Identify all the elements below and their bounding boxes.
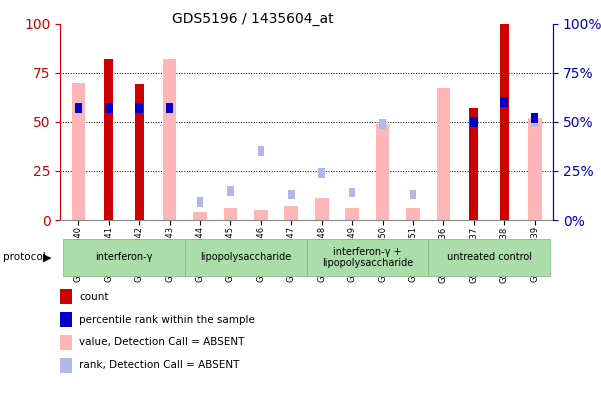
Text: interferon-γ +
lipopolysaccharide: interferon-γ + lipopolysaccharide [322, 247, 413, 268]
Bar [531, 117, 538, 127]
Bar [227, 186, 234, 195]
Bar [166, 103, 173, 113]
Bar [469, 108, 478, 220]
Text: interferon-γ: interferon-γ [95, 252, 153, 263]
Bar [185, 239, 307, 276]
Bar [284, 206, 298, 220]
Bar [349, 188, 355, 197]
Bar [531, 113, 538, 123]
Text: lipopolysaccharide: lipopolysaccharide [200, 252, 291, 263]
Bar [288, 190, 294, 200]
Bar [72, 83, 85, 220]
Bar [224, 208, 237, 220]
Text: rank, Detection Call = ABSENT: rank, Detection Call = ABSENT [79, 360, 240, 370]
Text: count: count [79, 292, 109, 302]
Bar [105, 103, 112, 113]
Bar [75, 103, 82, 113]
Bar [346, 208, 359, 220]
Bar [315, 198, 329, 220]
Bar [376, 124, 389, 220]
Bar [471, 117, 477, 127]
Bar [135, 84, 144, 220]
Bar [166, 103, 174, 113]
Bar [470, 117, 478, 127]
Bar [193, 212, 207, 220]
Bar [379, 119, 386, 129]
Bar [254, 210, 267, 220]
Bar [528, 118, 542, 220]
Bar [163, 59, 177, 220]
Bar [135, 103, 143, 113]
Bar [307, 239, 428, 276]
Bar [319, 168, 325, 178]
Bar [499, 24, 509, 220]
Bar [258, 147, 264, 156]
Text: untreated control: untreated control [447, 252, 531, 263]
Bar [63, 239, 185, 276]
Bar [75, 103, 82, 113]
Text: protocol: protocol [3, 252, 46, 263]
Text: percentile rank within the sample: percentile rank within the sample [79, 314, 255, 325]
Text: value, Detection Call = ABSENT: value, Detection Call = ABSENT [79, 337, 245, 347]
Bar [428, 239, 550, 276]
Bar [501, 97, 508, 107]
Bar [436, 88, 450, 220]
Bar [406, 208, 420, 220]
Bar [197, 197, 203, 208]
Bar [104, 59, 114, 220]
Text: ▶: ▶ [43, 252, 52, 263]
Text: GDS5196 / 1435604_at: GDS5196 / 1435604_at [172, 12, 333, 26]
Bar [410, 190, 416, 200]
